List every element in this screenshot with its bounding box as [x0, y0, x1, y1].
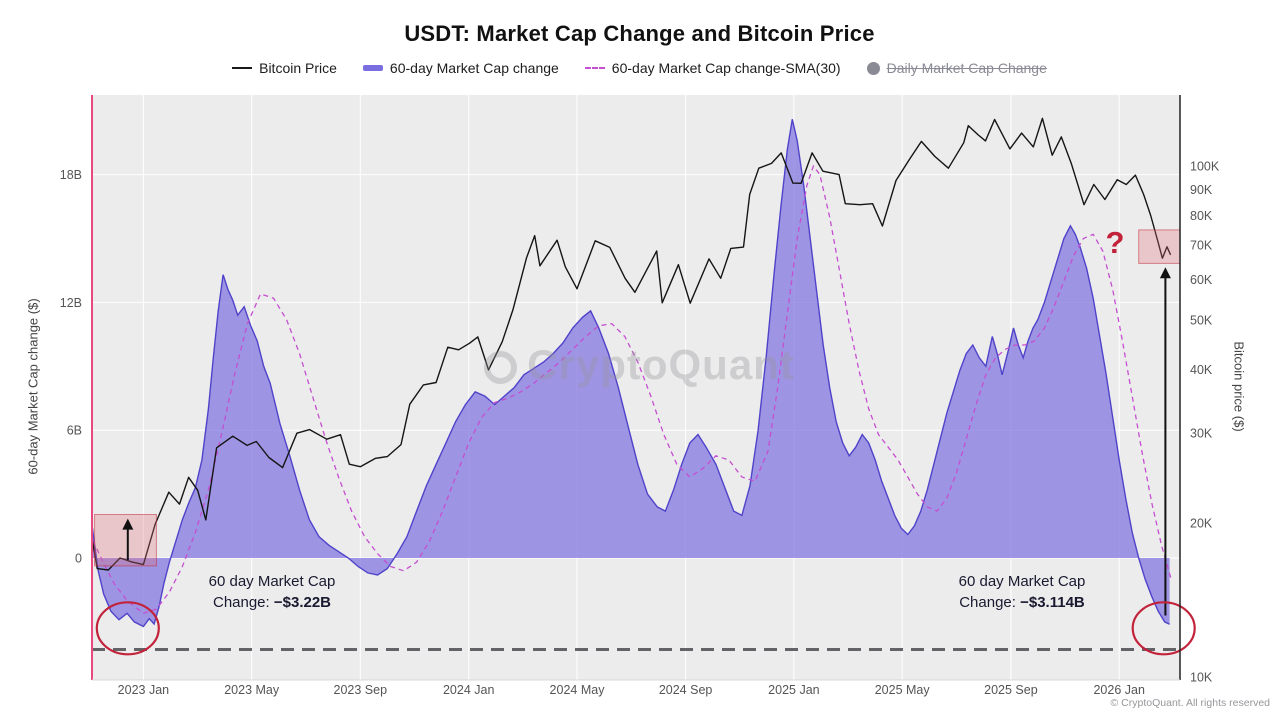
- x-axis-tick-label: 2026 Jan: [1093, 683, 1144, 697]
- page-title: USDT: Market Cap Change and Bitcoin Pric…: [404, 21, 875, 46]
- right-axis-tick-label: 70K: [1190, 239, 1213, 253]
- callout-change-value: −$3.114B: [1020, 594, 1085, 611]
- legend-swatch-bitcoin-price: [232, 67, 253, 69]
- right-axis-tick-label: 50K: [1190, 313, 1213, 327]
- right-axis-title: Bitcoin price ($): [1231, 341, 1247, 432]
- left-axis-tick-label: 0: [75, 551, 82, 565]
- right-axis-tick-label: 90K: [1190, 183, 1213, 197]
- left-axis-tick-label: 6B: [67, 424, 82, 438]
- x-axis-tick-label: 2024 Sep: [659, 683, 713, 697]
- copyright-footer: © CryptoQuant. All rights reserved: [1110, 697, 1270, 709]
- legend-item-market-cap-sma[interactable]: 60-day Market Cap change-SMA(30): [584, 60, 841, 76]
- legend-label: 60-day Market Cap change-SMA(30): [611, 60, 841, 76]
- callout-line2: Change: −$3.114B: [902, 592, 1142, 613]
- callout-line1: 60 day Market Cap: [958, 573, 1086, 590]
- market-cap-area: [92, 119, 1170, 627]
- right-axis-tick-label: 30K: [1190, 427, 1213, 441]
- legend-item-daily-market-cap-change[interactable]: Daily Market Cap Change: [866, 60, 1047, 76]
- x-axis-tick-label: 2023 Sep: [334, 683, 388, 697]
- right-axis-tick-label: 100K: [1190, 160, 1220, 174]
- x-axis-tick-label: 2025 Sep: [984, 683, 1038, 697]
- x-axis-tick-label: 2025 Jan: [768, 683, 819, 697]
- highlight-box-left: [94, 514, 157, 567]
- legend-label: Bitcoin Price: [259, 60, 337, 76]
- right-axis-tick-label: 40K: [1190, 363, 1213, 377]
- right-axis-tick-label: 10K: [1190, 671, 1213, 685]
- up-arrow-left: [122, 518, 134, 561]
- highlight-circle-left: [95, 601, 160, 656]
- up-arrow-left-head-icon: [122, 518, 134, 530]
- chart-legend: Bitcoin Price 60-day Market Cap change 60-…: [0, 60, 1279, 76]
- x-axis-tick-label: 2024 May: [550, 683, 606, 697]
- x-axis-tick-label: 2023 May: [224, 683, 280, 697]
- x-axis-tick-label: 2024 Jan: [443, 683, 494, 697]
- legend-swatch-daily-market-cap-change: [866, 61, 880, 75]
- left-axis-tick-label: 18B: [60, 168, 82, 182]
- right-market-cap-callout: 60 day Market Cap Change: −$3.114B: [902, 571, 1142, 613]
- callout-change-label: Change:: [959, 594, 1021, 611]
- callout-change-label: Change:: [212, 594, 274, 611]
- right-axis-tick-label: 20K: [1190, 517, 1213, 531]
- legend-item-market-cap-change[interactable]: 60-day Market Cap change: [362, 60, 559, 76]
- x-axis-tick-label: 2025 May: [875, 683, 931, 697]
- legend-label: 60-day Market Cap change: [389, 60, 559, 76]
- left-axis-tick-label: 12B: [60, 296, 82, 310]
- callout-change-value: −$3.22B: [273, 594, 332, 611]
- legend-swatch-market-cap-sma: [584, 67, 605, 69]
- up-arrow-right: [1159, 267, 1171, 616]
- bitcoin-price-line: [92, 117, 1172, 571]
- right-axis-tick-label: 80K: [1190, 209, 1213, 223]
- legend-swatch-market-cap-change: [362, 65, 383, 71]
- legend-label: Daily Market Cap Change: [886, 60, 1047, 76]
- highlight-box-right: [1138, 229, 1181, 264]
- callout-line2: Change: −$3.22B: [152, 592, 392, 613]
- series-group: [92, 117, 1172, 628]
- question-mark-annotation: ?: [1105, 225, 1125, 260]
- legend-item-bitcoin-price[interactable]: Bitcoin Price: [232, 60, 337, 76]
- highlight-circle-right: [1131, 601, 1196, 656]
- left-market-cap-callout: 60 day Market Cap Change: −$3.22B: [152, 571, 392, 613]
- up-arrow-right-head-icon: [1159, 267, 1171, 279]
- sma-line: [92, 164, 1172, 615]
- right-axis-tick-label: 60K: [1190, 273, 1213, 287]
- x-axis-tick-label: 2023 Jan: [118, 683, 169, 697]
- market-cap-area-outline: [92, 119, 1170, 628]
- callout-line1: 60 day Market Cap: [208, 573, 336, 590]
- left-axis-title: 60-day Market Cap change ($): [25, 298, 41, 475]
